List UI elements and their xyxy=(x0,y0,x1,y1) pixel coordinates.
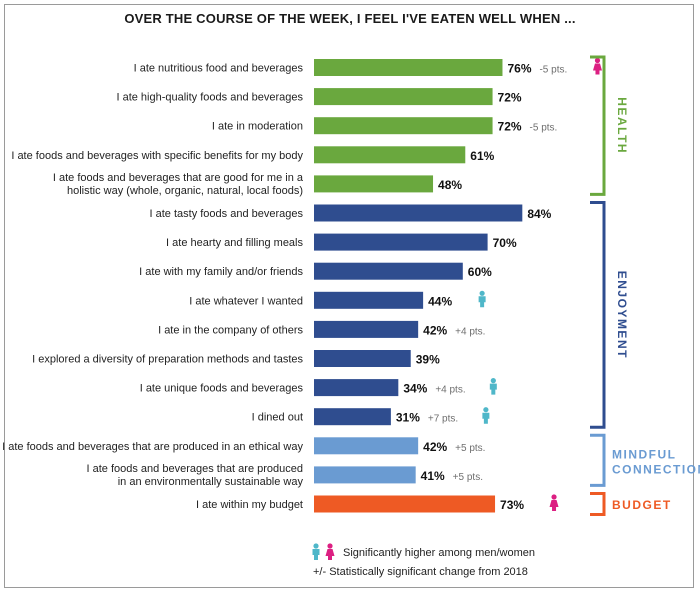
group-label: MINDFUL xyxy=(612,447,677,461)
group-bracket xyxy=(590,492,606,516)
category-label: I ate with my family and/or friends xyxy=(139,266,303,278)
category-label: I ate within my budget xyxy=(196,499,303,511)
men-icon xyxy=(312,543,320,560)
men-icon xyxy=(489,378,497,395)
bar xyxy=(314,175,434,193)
group-bracket xyxy=(590,55,606,196)
change-label: -5 pts. xyxy=(539,65,567,76)
category-label: I dined out xyxy=(252,412,303,424)
bar xyxy=(314,233,488,251)
value-label: 31% xyxy=(396,411,420,425)
category-label: I ate whatever I wanted xyxy=(189,295,303,307)
category-label: in an environmentally sustainable way xyxy=(118,476,304,488)
category-label: I ate tasty foods and beverages xyxy=(150,208,304,220)
category-label: I ate foods and beverages with specific … xyxy=(11,150,303,162)
change-label: +5 pts. xyxy=(453,472,483,483)
group-label: BUDGET xyxy=(612,498,672,512)
value-label: 73% xyxy=(500,498,524,512)
value-label: 48% xyxy=(438,178,462,192)
bar xyxy=(314,320,419,338)
legend-entry: +/- Statistically significant change fro… xyxy=(313,566,528,578)
value-label: 76% xyxy=(507,62,531,76)
bar xyxy=(314,466,416,484)
category-label: I ate hearty and filling meals xyxy=(166,237,303,249)
value-label: 72% xyxy=(498,120,522,134)
value-label: 42% xyxy=(423,323,447,337)
group-bracket xyxy=(590,433,606,487)
change-label: -5 pts. xyxy=(530,123,558,134)
women-icon xyxy=(592,57,602,75)
bar xyxy=(314,350,411,367)
category-label: I ate foods and beverages that are good … xyxy=(53,172,304,184)
value-label: 39% xyxy=(416,353,440,367)
bar xyxy=(314,88,493,106)
group-label: HEALTH xyxy=(615,97,629,154)
change-label: +5 pts. xyxy=(455,443,485,454)
value-label: 44% xyxy=(428,294,452,308)
value-label: 42% xyxy=(423,440,447,454)
category-label: I ate nutritious food and beverages xyxy=(134,63,304,75)
chart-frame xyxy=(4,4,694,588)
bar xyxy=(314,437,419,455)
category-label: I explored a diversity of preparation me… xyxy=(32,354,303,366)
category-label: I ate high-quality foods and beverages xyxy=(116,92,303,104)
chart-title: OVER THE COURSE OF THE WEEK, I FEEL I'VE… xyxy=(124,11,576,26)
category-label: I ate foods and beverages that are produ… xyxy=(2,441,303,453)
women-icon xyxy=(549,494,559,511)
value-label: 60% xyxy=(468,265,492,279)
group-bracket xyxy=(590,201,606,429)
value-label: 72% xyxy=(498,91,522,105)
bar xyxy=(314,379,399,397)
women-icon xyxy=(325,543,335,560)
category-label: I ate in the company of others xyxy=(158,324,303,336)
bar xyxy=(314,291,424,309)
men-icon xyxy=(478,290,486,308)
value-label: 41% xyxy=(421,469,445,483)
legend-entry: Significantly higher among men/women xyxy=(343,547,535,559)
bar xyxy=(314,262,463,280)
category-label: I ate in moderation xyxy=(212,121,303,133)
bar xyxy=(314,117,493,135)
category-label: I ate foods and beverages that are produ… xyxy=(87,463,304,475)
bar xyxy=(314,495,496,513)
category-label: I ate unique foods and beverages xyxy=(140,383,304,395)
bar xyxy=(314,59,503,76)
change-label: +4 pts. xyxy=(435,385,465,396)
value-label: 84% xyxy=(527,207,551,221)
value-label: 61% xyxy=(470,149,494,163)
value-label: 34% xyxy=(403,382,427,396)
bar xyxy=(314,146,466,164)
bar xyxy=(314,408,391,426)
change-label: +7 pts. xyxy=(428,414,458,425)
men-icon xyxy=(482,407,490,424)
group-label: CONNECTION xyxy=(612,462,700,476)
bar xyxy=(314,204,523,222)
value-label: 70% xyxy=(493,236,517,250)
change-label: +4 pts. xyxy=(455,326,485,337)
category-label: holistic way (whole, organic, natural, l… xyxy=(67,185,303,197)
group-label: ENJOYMENT xyxy=(615,271,629,359)
